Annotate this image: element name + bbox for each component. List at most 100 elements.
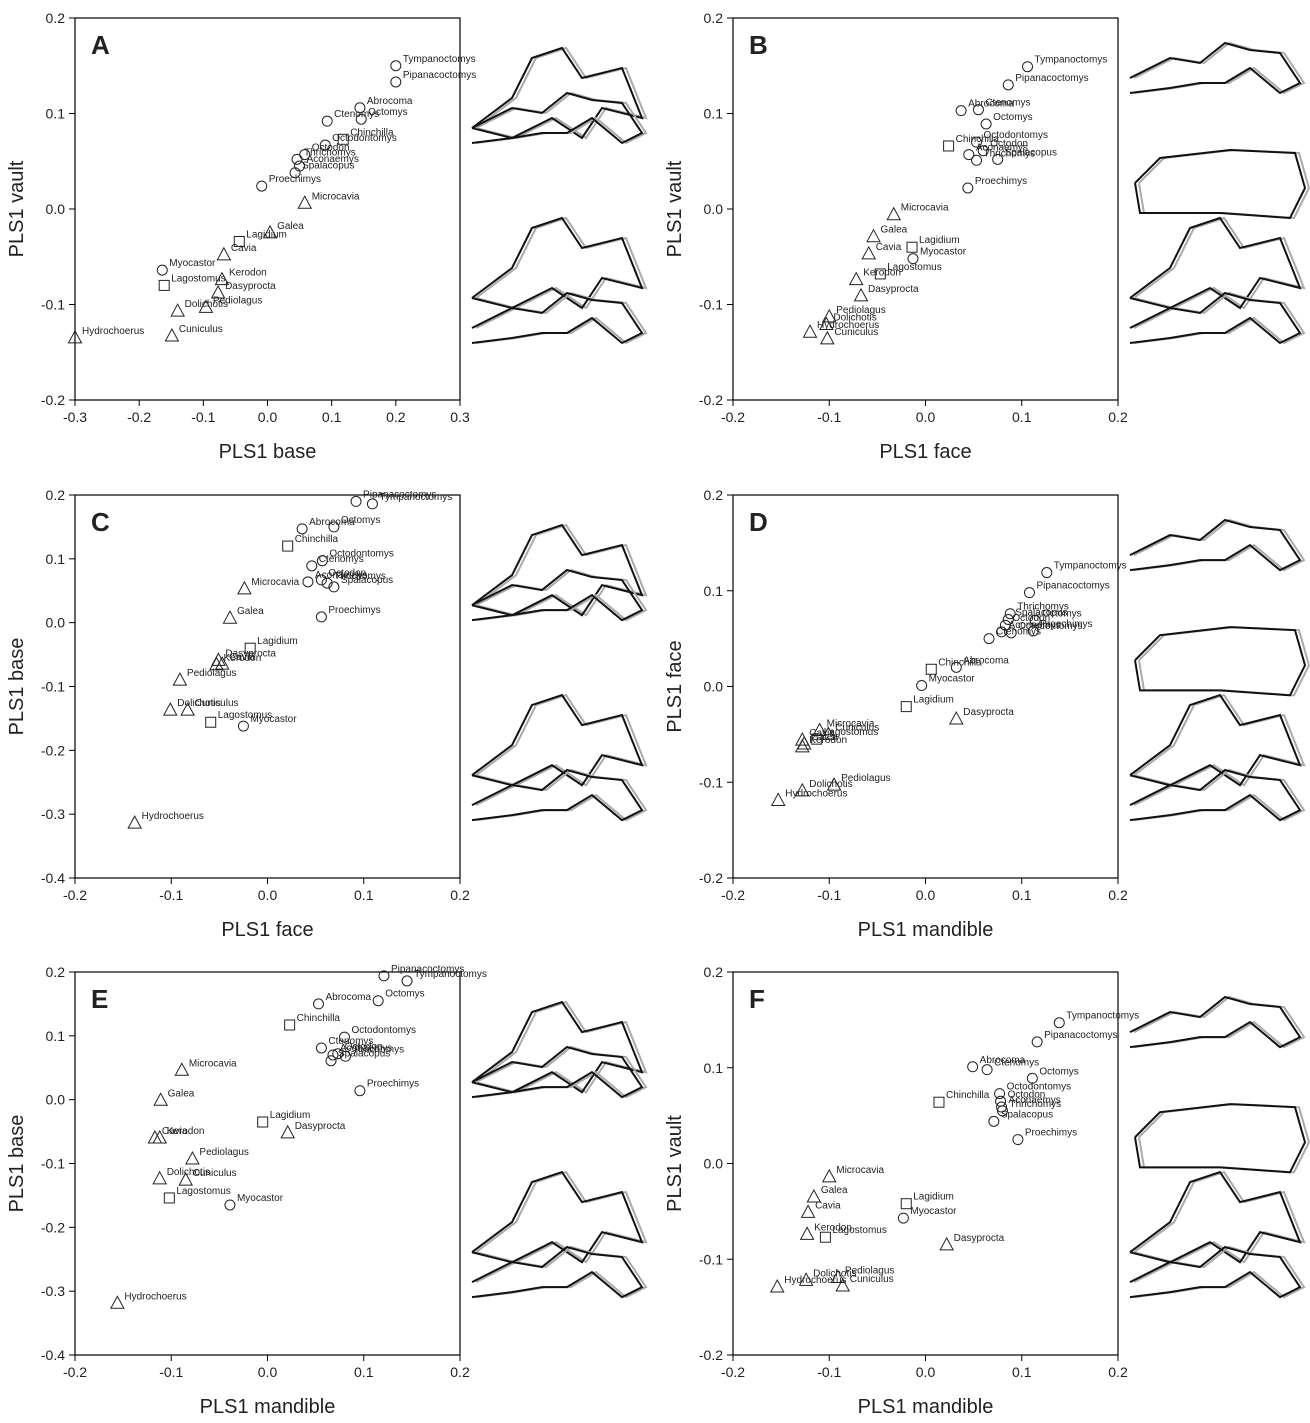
marker-circle xyxy=(992,153,1004,165)
point-label: Galea xyxy=(811,732,838,743)
marker-triangle xyxy=(198,299,214,313)
point-label: Cavia xyxy=(876,242,902,253)
wireframe xyxy=(1129,518,1302,572)
point-label: Tympanoctomys xyxy=(414,969,487,980)
marker-circle xyxy=(1012,1134,1024,1146)
wireframe xyxy=(1133,1170,1306,1264)
point-label: Dasyprocta xyxy=(954,1233,1005,1244)
marker-circle xyxy=(339,1031,350,1043)
wireframe xyxy=(471,693,644,787)
x-tick-label: 0.2 xyxy=(386,409,406,425)
point-label: Octomys xyxy=(385,989,424,1000)
y-tick-label: 0.1 xyxy=(704,1060,724,1076)
y-tick-label: 0.1 xyxy=(704,583,724,599)
x-tick-label: 0.1 xyxy=(354,887,374,903)
marker-triangle xyxy=(798,1272,814,1286)
x-axis-title: PLS1 mandible xyxy=(200,1396,336,1418)
marker-triangle xyxy=(174,1062,190,1076)
point-label: Ctenomys xyxy=(985,98,1030,109)
point-label: Hydrochoerus xyxy=(82,326,144,337)
point-label: Kerodon xyxy=(863,268,901,279)
marker-circle xyxy=(971,136,983,148)
marker-triangle xyxy=(214,271,230,286)
point-label: Spalacopus xyxy=(1015,607,1067,618)
marker-triangle xyxy=(799,1226,815,1240)
point-label: Spalacopus xyxy=(302,161,354,172)
wireframe xyxy=(475,46,648,140)
y-tick-label: 0.1 xyxy=(46,1028,66,1044)
wireframe xyxy=(475,523,648,617)
marker-circle xyxy=(315,1042,327,1054)
point-label: Tympanoctomys xyxy=(403,54,476,65)
wireframe xyxy=(1138,626,1310,697)
x-tick-label: -0.1 xyxy=(191,409,215,425)
point-label: Aconaemys xyxy=(340,1043,392,1054)
marker-triangle xyxy=(280,1124,296,1139)
marker-triangle xyxy=(237,580,252,595)
wireframe xyxy=(475,1170,648,1264)
point-label: Ctenomys xyxy=(319,554,364,565)
panel: A-0.3 -0.2 -0.1 0.0 0.1 0.2 0.3-0.2-0.10.00.10… xyxy=(6,10,648,463)
y-tick-label: -0.2 xyxy=(699,870,723,886)
y-tick-label: 0.0 xyxy=(46,201,66,217)
marker-circle xyxy=(355,113,367,125)
point-label: Galea xyxy=(168,1088,195,1099)
panel: C -0.2 -0.1 0.0 0.1 0.2 -0.4 -0.3 -0.2 -0.1 0.0 0.1… xyxy=(6,487,648,941)
x-axis-title: PLS1 face xyxy=(221,919,313,941)
marker-square xyxy=(900,1198,912,1210)
x-tick-label: -0.1 xyxy=(817,409,841,425)
marker-circle xyxy=(1029,614,1041,626)
point-label: Dolichotis xyxy=(177,698,220,709)
panel-letter: D xyxy=(749,507,768,537)
marker-triangle xyxy=(153,1092,169,1106)
point-label: Dolichotis xyxy=(813,1268,856,1279)
wireframe xyxy=(1133,216,1306,310)
marker-triangle xyxy=(812,722,827,737)
y-tick-label: 0.2 xyxy=(46,487,66,503)
point-label: Proechimys xyxy=(367,1079,419,1090)
point-label: Octomys xyxy=(993,112,1032,123)
point-label: Kerodon xyxy=(223,653,261,664)
wireframe xyxy=(471,1245,644,1299)
marker-circle xyxy=(354,102,366,114)
marker-triangle xyxy=(948,711,964,725)
point-label: Myocastor xyxy=(929,674,976,685)
marker-square xyxy=(943,140,955,152)
wireframe xyxy=(1138,148,1310,220)
marker-circle xyxy=(897,1212,909,1224)
y-tick-label: -0.1 xyxy=(699,297,723,313)
y-tick-label: 0.1 xyxy=(46,106,66,122)
point-label: Thrichomys xyxy=(1010,1099,1062,1110)
point-label: Lagostomus xyxy=(176,1186,230,1197)
x-tick-label: 0.2 xyxy=(450,887,470,903)
point-label: Lagostomus xyxy=(218,710,272,721)
point-label: Tympanoctomys xyxy=(1054,561,1127,572)
point-label: Pediolagus xyxy=(213,295,262,306)
point-label: Octomys xyxy=(368,107,407,118)
marker-circle xyxy=(256,180,268,192)
x-tick-label: 0.1 xyxy=(1012,409,1032,425)
marker-triangle xyxy=(794,738,810,753)
point-label: Myocastor xyxy=(910,1206,957,1217)
point-label: Microcavia xyxy=(312,191,360,202)
panel-letter: F xyxy=(749,984,765,1014)
x-tick-label: 0.0 xyxy=(916,409,936,425)
marker-circle xyxy=(291,153,303,165)
y-tick-label: -0.1 xyxy=(41,679,65,695)
wireframe xyxy=(1129,41,1302,95)
marker-circle xyxy=(339,1050,351,1062)
y-axis-title: PLS1 vault xyxy=(664,1115,686,1212)
marker-square xyxy=(925,663,937,675)
marker-circle xyxy=(316,555,328,567)
marker-triangle xyxy=(853,287,869,302)
point-label: Spalacopus xyxy=(341,575,393,586)
marker-circle xyxy=(156,264,168,276)
y-axis-title: PLS1 base xyxy=(6,638,28,736)
point-label: Aconaemys xyxy=(976,143,1028,154)
marker-square xyxy=(811,733,823,745)
marker-triangle xyxy=(835,1278,851,1292)
point-label: Dolichotis xyxy=(833,313,876,324)
marker-square xyxy=(244,642,256,654)
point-label: Abrocoma xyxy=(367,96,413,107)
marker-triangle xyxy=(820,726,836,740)
